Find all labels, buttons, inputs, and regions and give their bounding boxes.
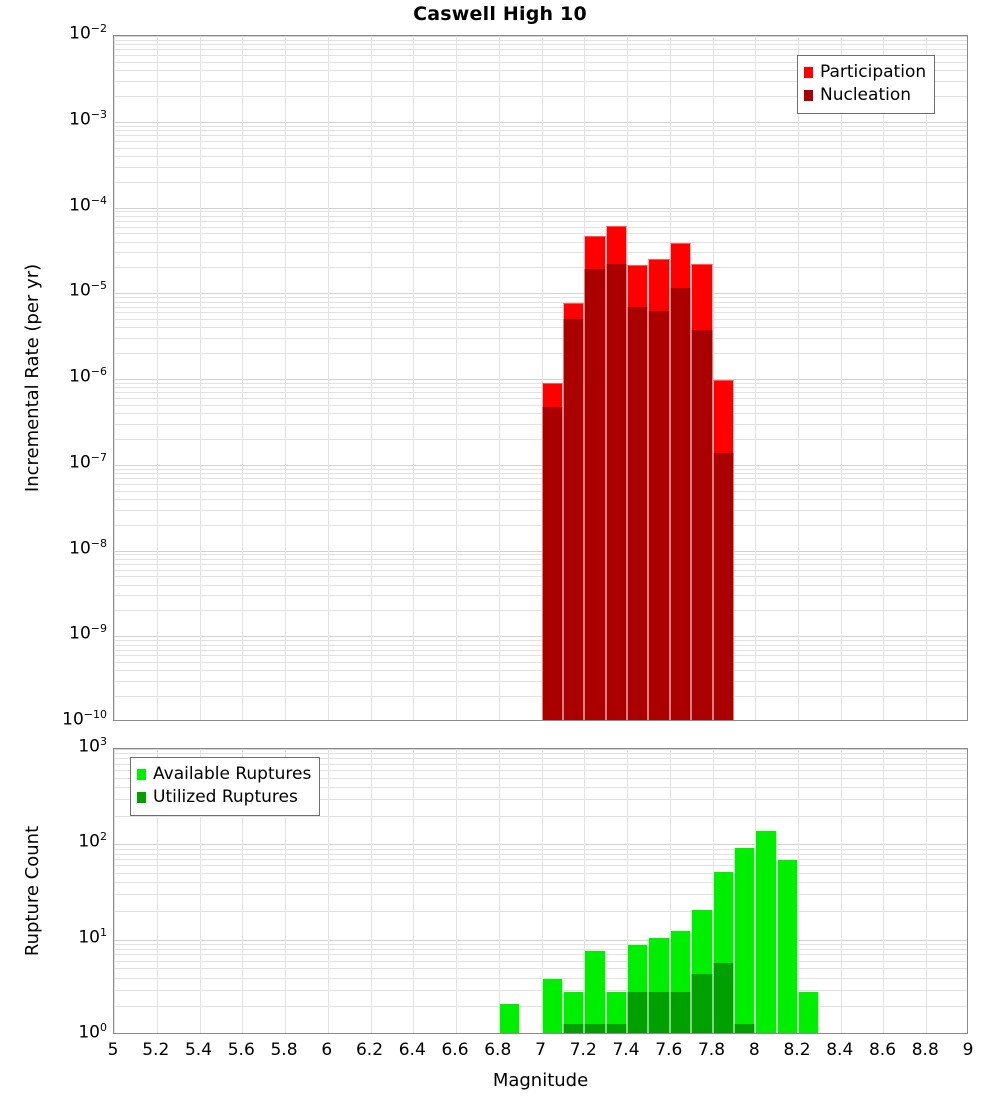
- y-axis-tick-label: 10−3: [8, 108, 107, 130]
- y-axis-tick-label: 10−2: [8, 22, 107, 44]
- legend-swatch-icon: [137, 792, 146, 803]
- y-axis-tick-label: 10−9: [8, 622, 107, 644]
- bar-nucleation: [627, 307, 648, 720]
- bar-utilized-ruptures: [670, 992, 691, 1033]
- gridline-vertical: [413, 749, 414, 1033]
- bar-nucleation: [691, 330, 712, 720]
- bar-utilized-ruptures: [734, 1024, 755, 1033]
- bar-nucleation: [563, 319, 584, 720]
- gridline-vertical: [242, 36, 243, 720]
- legend-swatch-icon: [137, 769, 146, 780]
- gridline-vertical: [456, 36, 457, 720]
- gridline-vertical: [926, 749, 927, 1033]
- legend-item: Available Ruptures: [137, 763, 311, 786]
- legend-incremental-rate: Participation Nucleation: [797, 55, 935, 114]
- gridline-vertical: [499, 749, 500, 1033]
- bar-available-ruptures: [734, 848, 755, 1033]
- legend-swatch-icon: [804, 90, 813, 101]
- gridline-vertical: [755, 36, 756, 720]
- legend-swatch-icon: [804, 67, 813, 78]
- gridline-vertical: [285, 36, 286, 720]
- gridline-vertical: [883, 36, 884, 720]
- gridline-vertical: [413, 36, 414, 720]
- legend-label: Available Ruptures: [153, 766, 311, 783]
- x-axis-tick-label: 9: [928, 1040, 1000, 1060]
- bar-nucleation: [606, 264, 627, 720]
- legend-item: Participation: [804, 61, 926, 84]
- bar-utilized-ruptures: [584, 1024, 605, 1033]
- bar-utilized-ruptures: [563, 1024, 584, 1033]
- bar-nucleation: [670, 288, 691, 720]
- gridline-vertical: [841, 749, 842, 1033]
- gridline-vertical: [499, 36, 500, 720]
- legend-label: Utilized Ruptures: [153, 789, 298, 806]
- gridline-vertical: [200, 36, 201, 720]
- bar-nucleation: [713, 453, 734, 720]
- bar-utilized-ruptures: [648, 992, 669, 1033]
- incremental-rate-plot: [113, 35, 968, 721]
- legend-rupture-count: Available Ruptures Utilized Ruptures: [130, 757, 320, 816]
- bar-nucleation: [648, 311, 669, 720]
- x-axis-title: Magnitude: [113, 1070, 968, 1091]
- bar-nucleation: [584, 269, 605, 720]
- gridline-vertical: [371, 749, 372, 1033]
- chart-page: Caswell High 10 10−210−310−410−510−610−7…: [0, 0, 1000, 1100]
- bar-utilized-ruptures: [713, 963, 734, 1033]
- legend-item: Utilized Ruptures: [137, 786, 311, 809]
- y-axis-title: Rupture Count: [22, 826, 43, 956]
- gridline-vertical: [114, 749, 115, 1033]
- legend-label: Nucleation: [820, 87, 911, 104]
- y-axis-tick-label: 10−10: [8, 708, 107, 730]
- gridline-vertical: [841, 36, 842, 720]
- gridline-vertical: [328, 749, 329, 1033]
- gridline-vertical: [456, 749, 457, 1033]
- gridline-vertical: [798, 36, 799, 720]
- gridline-vertical: [371, 36, 372, 720]
- bar-nucleation: [542, 407, 563, 720]
- gridline-vertical: [926, 36, 927, 720]
- bar-utilized-ruptures: [691, 974, 712, 1033]
- chart-title: Caswell High 10: [0, 3, 1000, 25]
- y-axis-title: Incremental Rate (per yr): [22, 264, 43, 492]
- legend-label: Participation: [820, 64, 926, 81]
- gridline-vertical: [114, 36, 115, 720]
- legend-item: Nucleation: [804, 84, 926, 107]
- gridline-vertical: [328, 36, 329, 720]
- gridline-vertical: [798, 749, 799, 1033]
- bar-available-ruptures: [584, 951, 605, 1033]
- y-axis-tick-label: 10−4: [8, 194, 107, 216]
- gridline-vertical: [157, 36, 158, 720]
- bar-available-ruptures: [777, 860, 798, 1033]
- bar-available-ruptures: [755, 831, 776, 1033]
- gridline-vertical: [883, 749, 884, 1033]
- bar-utilized-ruptures: [606, 1024, 627, 1033]
- y-axis-tick-label: 10−8: [8, 537, 107, 559]
- bar-available-ruptures: [798, 992, 819, 1033]
- bar-utilized-ruptures: [627, 992, 648, 1033]
- bar-available-ruptures: [499, 1004, 520, 1033]
- bar-available-ruptures: [542, 979, 563, 1033]
- y-axis-tick-label: 103: [8, 735, 107, 757]
